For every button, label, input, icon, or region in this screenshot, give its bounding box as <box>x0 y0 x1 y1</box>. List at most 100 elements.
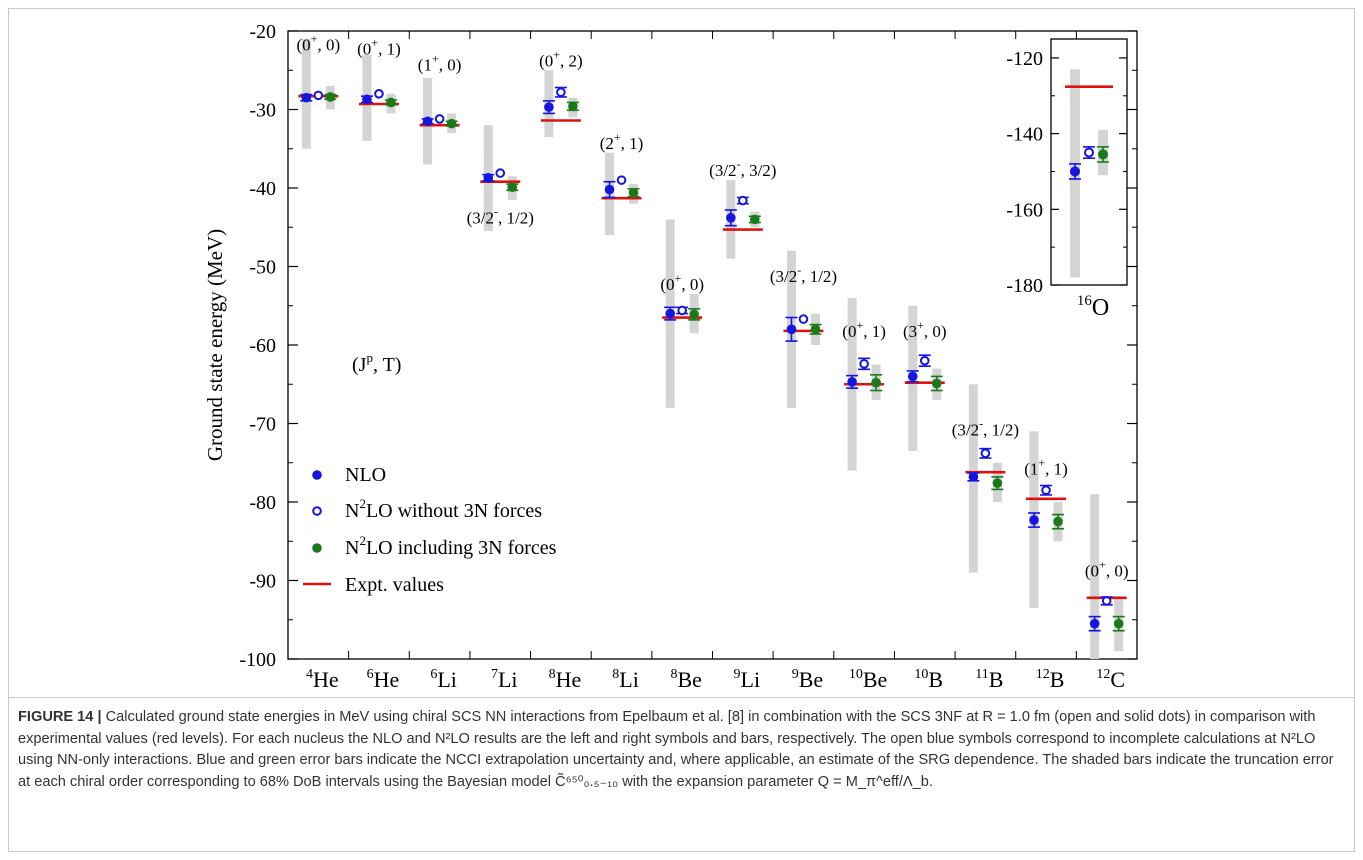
nlo-point <box>907 371 918 382</box>
n2lo-3n-point <box>931 378 942 389</box>
nlo-point <box>544 102 554 112</box>
x-tick-label: 8He <box>549 667 582 692</box>
jpt-label: (0+, 0) <box>1085 558 1129 581</box>
nlo-point <box>665 308 675 319</box>
nlo-point <box>301 92 312 103</box>
inset-frame <box>1050 38 1128 286</box>
inset-n2lo-3n-point <box>1098 149 1108 160</box>
jpt-label: (1+, 1) <box>1024 456 1068 479</box>
x-tick-label: 6Li <box>430 667 457 692</box>
quantum-labels: (0+, 0) (0+, 1) (1+, 0) (3/2-, 1/2) (0+, 2) (… <box>297 32 1129 581</box>
figure-label: FIGURE 14 | <box>18 709 102 725</box>
n2lo-3n-point <box>507 182 518 193</box>
x-tick-label: 12C <box>1096 667 1125 692</box>
n2lo-no3n-point <box>495 168 506 178</box>
y-tick-label: -30 <box>249 100 276 122</box>
n2lo-3n-point <box>386 97 396 108</box>
n2lo-3n-point <box>689 309 699 320</box>
inset-y-tick-label: -120 <box>1006 48 1043 70</box>
nlo-point <box>422 116 433 127</box>
legend: (Jp, T) NLO N2LO without 3N forces N2LO inc… <box>303 350 557 596</box>
y-tick-label: -50 <box>249 257 276 279</box>
n2lo-no3n-point <box>374 89 384 99</box>
nlo-point <box>483 172 494 183</box>
nlo-point <box>726 213 736 223</box>
n2lo-no3n-point <box>919 355 930 366</box>
n2lo-3n-point <box>446 118 457 129</box>
nlo-point <box>968 472 979 482</box>
x-tick-label: 7Li <box>491 667 518 692</box>
n2lo-no3n-point <box>738 195 748 206</box>
y-tick-label: -40 <box>249 178 276 200</box>
n2lo-3n-point <box>628 187 639 198</box>
inset-y-tick-label: -180 <box>1006 275 1043 297</box>
jpt-label: (0+, 0) <box>660 271 704 294</box>
main-plot: -20 -30 -40 -50 -60 -70 -80 -90 -100 Ground state… <box>203 21 1138 671</box>
jpt-label: (1+, 0) <box>418 51 462 74</box>
inset-nlo-point <box>1070 166 1080 177</box>
n2lo-3n-point <box>1113 618 1124 629</box>
y-tick-label: -80 <box>249 492 276 514</box>
n2lo-3n-point <box>992 478 1003 488</box>
x-tick-labels: 4He 6He 6Li 7Li 8He 8Li 8Be 9Li 9Be 10Be 10B 11B 12B… <box>306 667 1125 692</box>
figure-frame: -20 -30 -40 -50 -60 -70 -80 -90 -100 Ground state… <box>8 8 1355 852</box>
n2lo-no3n-point <box>798 314 809 324</box>
n2lo-no3n-point <box>980 448 991 459</box>
x-tick-label: 6He <box>367 667 400 692</box>
x-tick-label: 9Li <box>734 667 761 692</box>
x-tick-label: 8Be <box>670 667 701 692</box>
y-tick-label: -60 <box>249 335 276 357</box>
figure-caption: FIGURE 14 | Calculated ground state ener… <box>18 707 1338 793</box>
jpt-label: (3+, 0) <box>903 318 947 341</box>
inset-y-tick-label: -140 <box>1006 124 1043 146</box>
legend-n2lo-3n-label: N2LO including 3N forces <box>345 533 557 559</box>
caption-text: Calculated ground state energies in MeV … <box>18 709 1334 790</box>
y-tick-label: -90 <box>249 571 276 593</box>
legend-n2lo-no3n-marker <box>312 506 322 516</box>
nlo-point <box>1089 618 1100 629</box>
jpt-label: (0+, 0) <box>297 32 341 55</box>
y-axis-label: Ground state energy (MeV) <box>203 229 227 461</box>
chart: -20 -30 -40 -50 -60 -70 -80 -90 -100 Ground state… <box>203 21 1138 692</box>
nlo-point <box>1029 515 1039 525</box>
jpt-label: (2+, 1) <box>600 130 644 153</box>
n2lo-no3n-point <box>616 175 627 185</box>
y-tick-label: -100 <box>239 649 276 671</box>
inset-n2lo-no3n-point <box>1084 147 1094 158</box>
nlo-band <box>1090 494 1100 659</box>
legend-header: (Jp, T) <box>352 350 401 376</box>
nlo-point <box>604 184 615 195</box>
x-tick-label: 12B <box>1036 667 1065 692</box>
caption-divider <box>8 697 1355 698</box>
jpt-label: (3/2-, 1/2) <box>952 416 1019 439</box>
y-tick-label: -20 <box>249 21 276 43</box>
nlo-point <box>362 94 372 105</box>
n2lo-3n-point <box>325 92 336 102</box>
jpt-label: (0+, 1) <box>357 36 401 59</box>
x-tick-label: 11B <box>975 667 1003 692</box>
n2lo-no3n-point <box>1041 485 1051 496</box>
x-tick-label: 4He <box>306 667 339 692</box>
legend-n2lo-3n-marker <box>312 543 322 553</box>
n2lo-no3n-point <box>434 114 445 124</box>
legend-nlo-marker <box>312 470 322 480</box>
y-tick-label: -70 <box>249 414 276 436</box>
data-points <box>300 86 1125 632</box>
inset-plot: -120 -140 -160 -180 16O <box>1006 38 1128 321</box>
nlo-point <box>847 377 857 387</box>
legend-n2lo-no3n-label: N2LO without 3N forces <box>345 496 542 522</box>
inset-x-label: 16O <box>1077 293 1109 321</box>
truncation-bands <box>301 38 1124 659</box>
nlo-point <box>786 324 797 335</box>
jpt-label: (3/2-, 3/2) <box>709 157 776 180</box>
n2lo-3n-point <box>871 377 881 388</box>
n2lo-no3n-point <box>859 359 869 369</box>
n2lo-3n-point <box>568 101 578 112</box>
n2lo-no3n-point <box>556 87 566 98</box>
jpt-label: (0+, 2) <box>539 47 583 70</box>
n2lo-3n-point <box>1053 516 1063 527</box>
x-tick-label: 8Li <box>612 667 639 692</box>
n2lo-3n-point <box>750 214 760 225</box>
n2lo-3n-point <box>810 324 821 335</box>
n2lo-no3n-point <box>1101 596 1112 606</box>
